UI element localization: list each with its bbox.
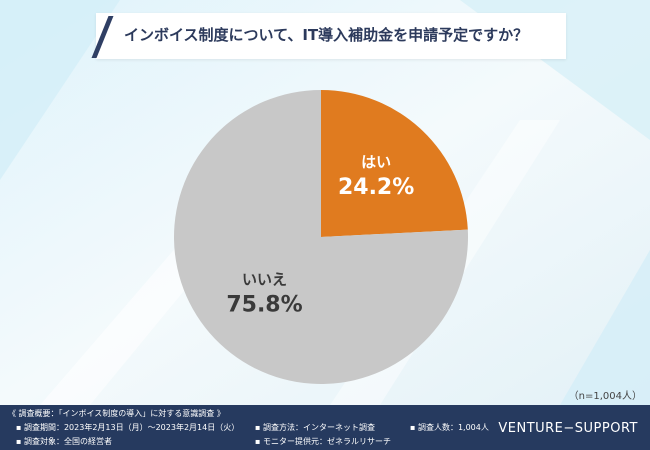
slice-label-no: いいえ <box>242 270 287 288</box>
pie-slice-yes <box>321 90 468 237</box>
survey-summary: 《 調査概要：「インボイス制度の導入」に対する意識調査 》 <box>8 409 225 418</box>
title-box <box>96 13 566 59</box>
slice-value-no: 75.8% <box>226 292 302 317</box>
survey-period: ▪ 調査期間：2023年2月13日（月）〜2023年2月14日（火） <box>16 423 240 432</box>
monitor-provider: ▪ モニター提供元：ゼネラルリサーチ <box>255 437 391 446</box>
survey-method: ▪ 調査方法：インターネット調査 <box>255 423 375 432</box>
respondent-count: ▪ 調査人数：1,004人 <box>410 423 489 432</box>
pie-slice-no <box>174 90 468 384</box>
brand-logo: VENTURE−SUPPORT <box>498 421 638 436</box>
survey-footer: 《 調査概要：「インボイス制度の導入」に対する意識調査 》 ▪ 調査期間：202… <box>0 405 650 450</box>
survey-target: ▪ 調査対象：全国の経営者 <box>16 437 112 446</box>
sample-size-note: （n=1,004人） <box>568 391 642 402</box>
chart-title: インボイス制度について、IT導入補助金を申請予定ですか？ <box>124 26 529 44</box>
slice-label-yes: はい <box>361 153 391 171</box>
slice-value-yes: 24.2% <box>338 175 414 200</box>
pie-chart: はい 24.2% いいえ 75.8% <box>174 90 468 384</box>
